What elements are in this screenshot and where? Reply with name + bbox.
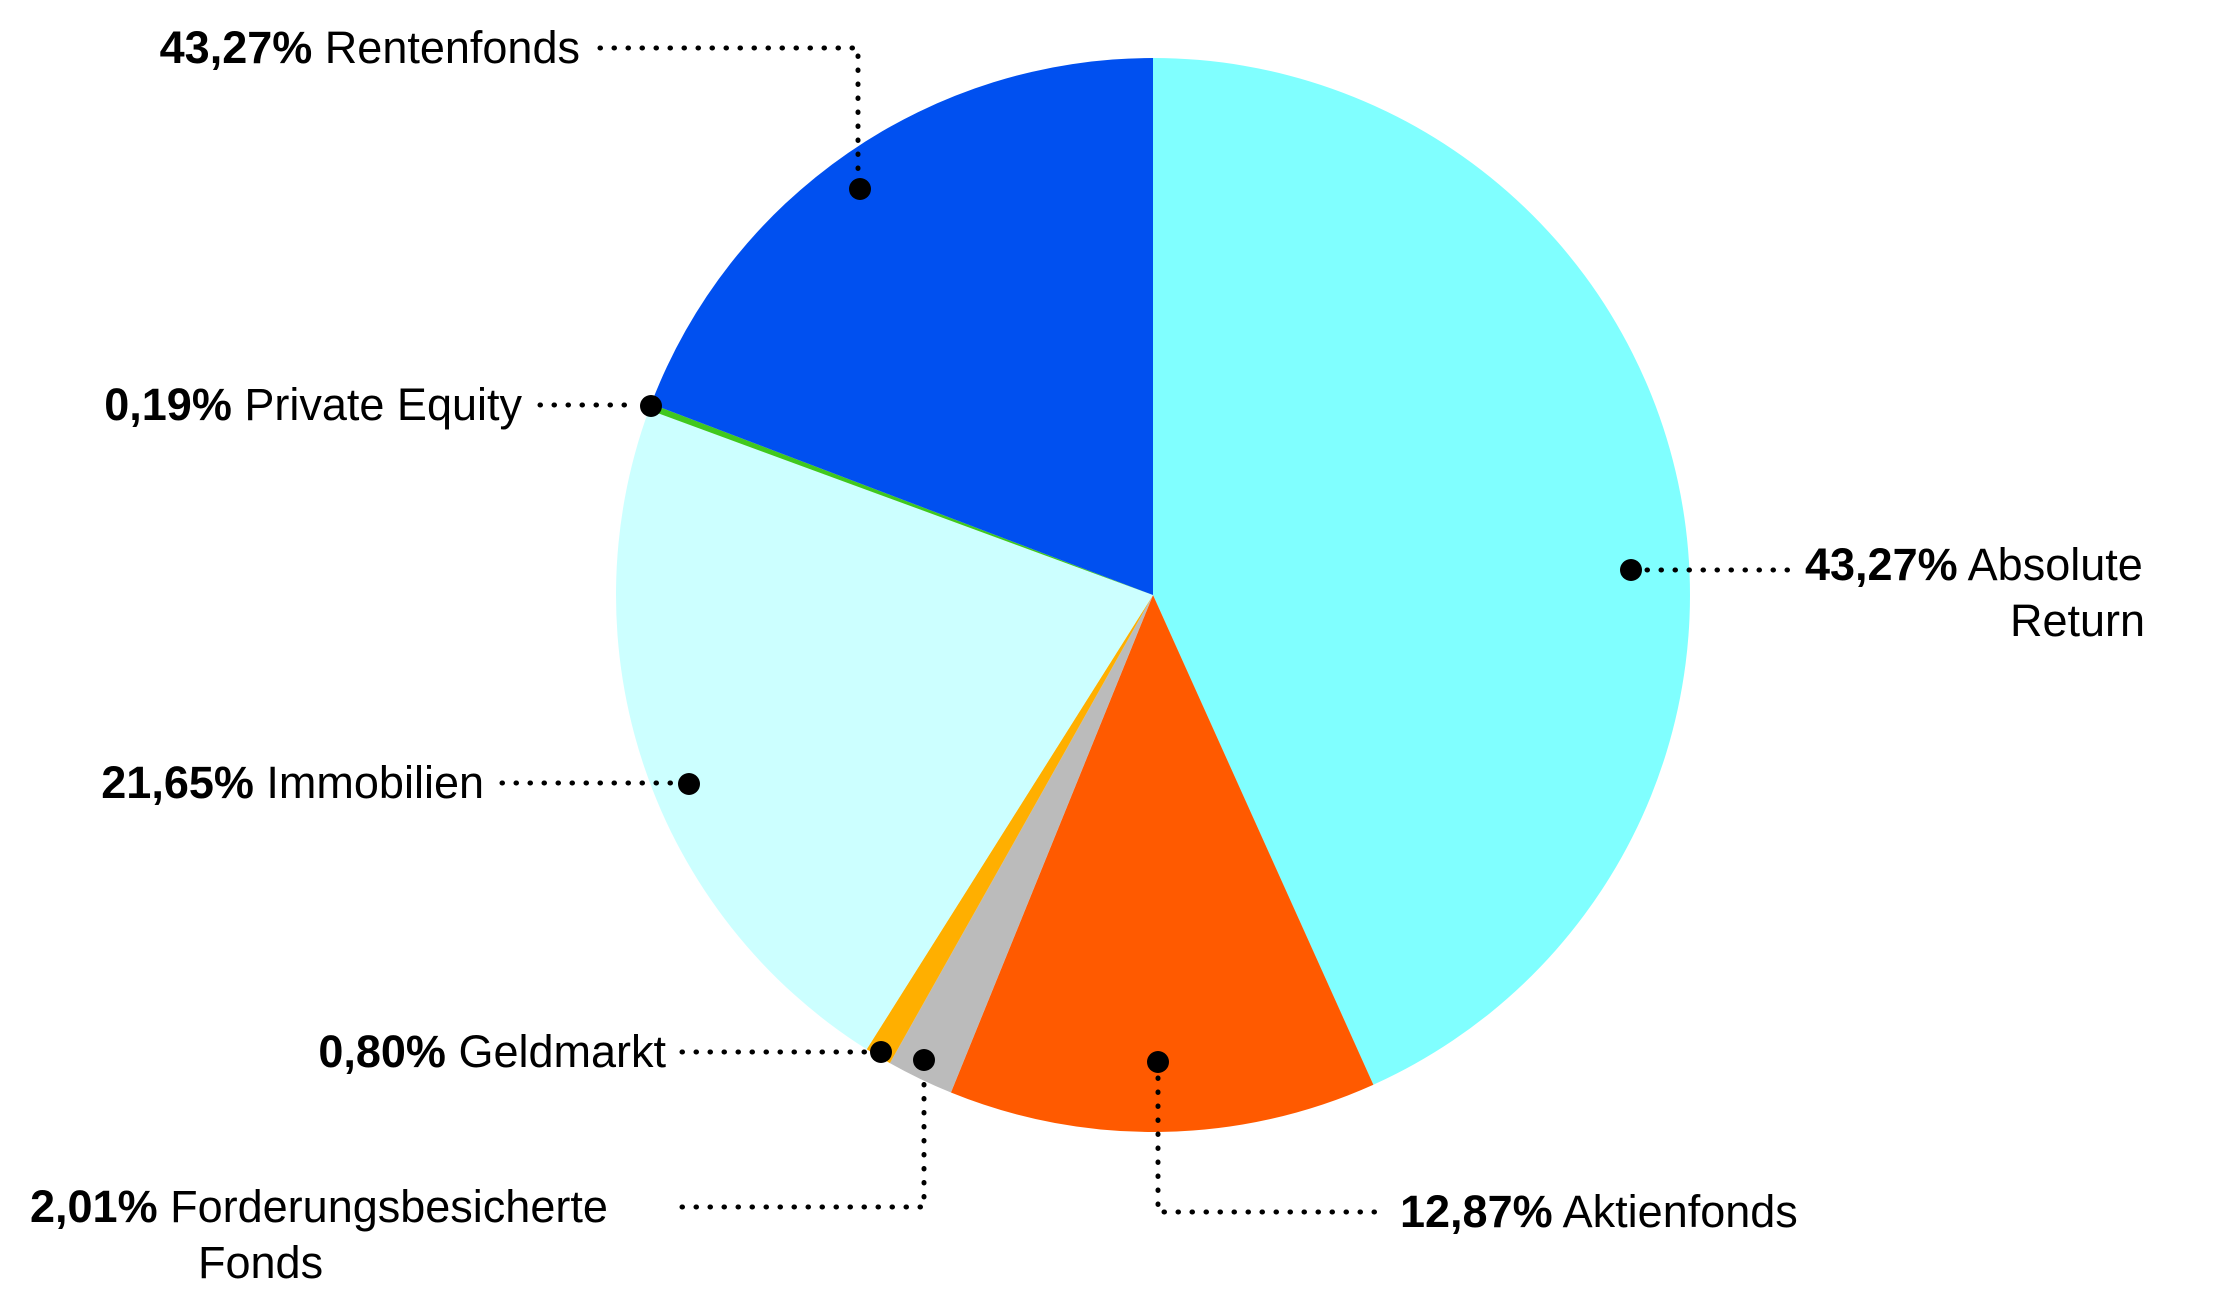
label-forderungsbesicherte-fonds: 2,01% Forderungsbesicherte Fonds [30, 1179, 608, 1291]
callout-dot-rentenfonds [849, 178, 871, 200]
callout-leader-forderungsbesicherte-fonds [679, 1073, 927, 1210]
pie-slice-rentenfonds [651, 58, 1153, 595]
label-geldmarkt-name: Geldmarkt [458, 1026, 666, 1077]
label-forderungsbesicherte-value: 2,01% [30, 1181, 158, 1232]
pie-slice-aktienfonds [950, 595, 1374, 1132]
label-absolute-return: 43,27% Absolute Return [1805, 537, 2145, 649]
callout-leaders-group [499, 45, 1793, 1215]
callout-dot-private-equity [640, 395, 662, 417]
pie-slice-private-equity [648, 403, 1153, 595]
label-aktienfonds-value: 12,87% [1400, 1186, 1553, 1237]
label-absolute-return-line1: 43,27% Absolute [1805, 537, 2145, 593]
label-immobilien-value: 21,65% [101, 757, 254, 808]
pie-slice-geldmarkt [866, 595, 1153, 1064]
callout-dot-absolute-return [1620, 559, 1642, 581]
callout-dot-immobilien [678, 773, 700, 795]
label-rentenfonds-value: 43,27% [159, 22, 313, 73]
label-forderungsbesicherte-line2: Fonds [198, 1237, 324, 1288]
callout-dot-forderungsbesicherte-fonds [913, 1049, 935, 1071]
pie-slice-immobilien [616, 409, 1153, 1050]
label-rentenfonds-name: Rentenfonds [324, 22, 580, 73]
label-forderungsbesicherte-name: Forderungsbesicherte [170, 1181, 608, 1232]
callout-dot-geldmarkt [870, 1041, 892, 1063]
label-aktienfonds: 12,87% Aktienfonds [1400, 1184, 1798, 1240]
label-aktienfonds-name: Aktienfonds [1562, 1186, 1798, 1237]
label-immobilien-name: Immobilien [266, 757, 484, 808]
label-absolute-return-line2: Return [2010, 595, 2146, 646]
pie-slice-forderungsbesicherte-fonds [889, 595, 1153, 1093]
label-forderungsbesicherte-line1: 2,01% Forderungsbesicherte [30, 1179, 608, 1235]
callout-dot-aktienfonds [1147, 1051, 1169, 1073]
label-geldmarkt-value: 0,80% [318, 1026, 446, 1077]
label-absolute-return-value: 43,27% [1805, 539, 1958, 590]
label-geldmarkt: 0,80% Geldmarkt [318, 1024, 666, 1080]
label-private-equity: 0,19% Private Equity [104, 377, 522, 433]
label-immobilien: 21,65% Immobilien [101, 755, 484, 811]
callout-leader-rentenfonds [597, 45, 861, 177]
label-private-equity-name: Private Equity [244, 379, 522, 430]
label-rentenfonds: 43,27% Rentenfonds [160, 20, 580, 76]
pie-slice-absolute-return [1153, 58, 1690, 1085]
pie-slices-group [616, 58, 1690, 1132]
callout-leader-aktienfonds [1155, 1075, 1387, 1215]
label-private-equity-value: 0,19% [104, 379, 232, 430]
label-absolute-return-name: Absolute [1967, 539, 2143, 590]
